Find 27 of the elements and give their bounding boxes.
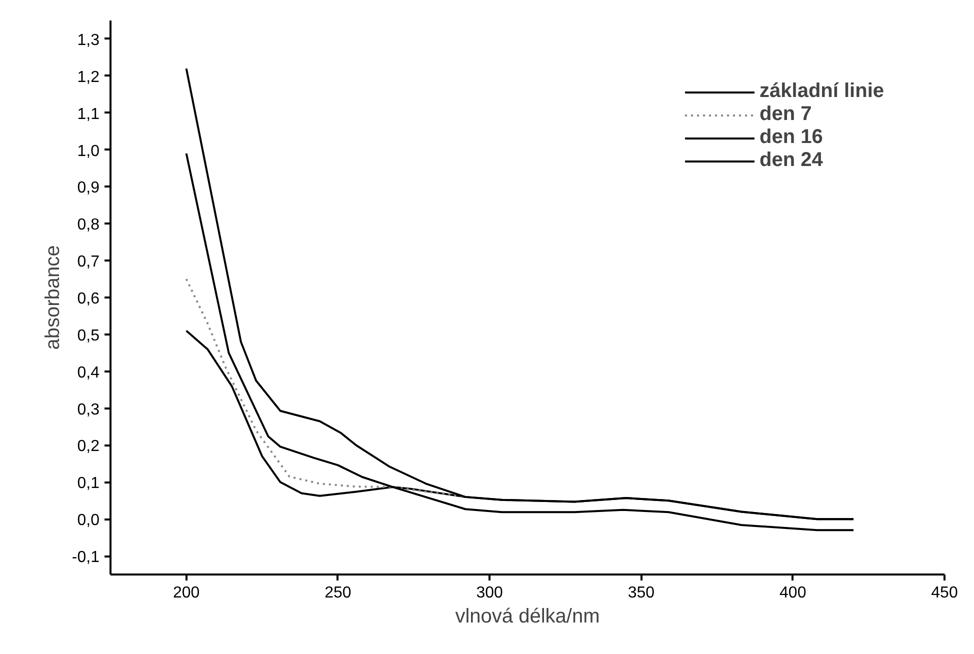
y-tick-label: 0,1 bbox=[77, 475, 100, 492]
y-tick-label: 1,0 bbox=[77, 142, 100, 160]
legend-label: den 7 bbox=[760, 103, 812, 126]
y-tick-label: 0,6 bbox=[77, 290, 100, 308]
y-tick-label: 0,4 bbox=[77, 364, 100, 382]
y-tick-label: -0,1 bbox=[72, 549, 100, 566]
x-tick-label: 200 bbox=[172, 584, 200, 602]
y-tick-label: 0,2 bbox=[77, 438, 100, 456]
y-axis-title: absorbance bbox=[42, 245, 64, 350]
x-tick-label: 350 bbox=[628, 584, 655, 602]
x-tick-label: 400 bbox=[780, 584, 806, 602]
x-axis-title: vlnová délka/nm bbox=[455, 606, 600, 628]
x-tick-label: 300 bbox=[476, 584, 504, 602]
y-tick-label: 0,8 bbox=[77, 216, 100, 234]
y-tick-label: 0,3 bbox=[77, 401, 100, 418]
y-tick-label: 1,3 bbox=[77, 32, 100, 49]
y-tick-label: 0,5 bbox=[77, 327, 100, 344]
legend-label: základní linie bbox=[760, 80, 884, 103]
legend-label: den 16 bbox=[760, 126, 823, 149]
y-tick-label: 1,1 bbox=[77, 106, 100, 123]
x-tick-label: 250 bbox=[324, 584, 352, 602]
legend-label: den 24 bbox=[760, 149, 823, 172]
y-tick-label: 1,2 bbox=[77, 68, 100, 86]
x-tick-label: 450 bbox=[931, 584, 958, 602]
y-tick-label: 0,7 bbox=[77, 254, 100, 271]
y-tick-label: 0,0 bbox=[77, 512, 100, 530]
y-tick-label: 0,9 bbox=[77, 180, 100, 197]
